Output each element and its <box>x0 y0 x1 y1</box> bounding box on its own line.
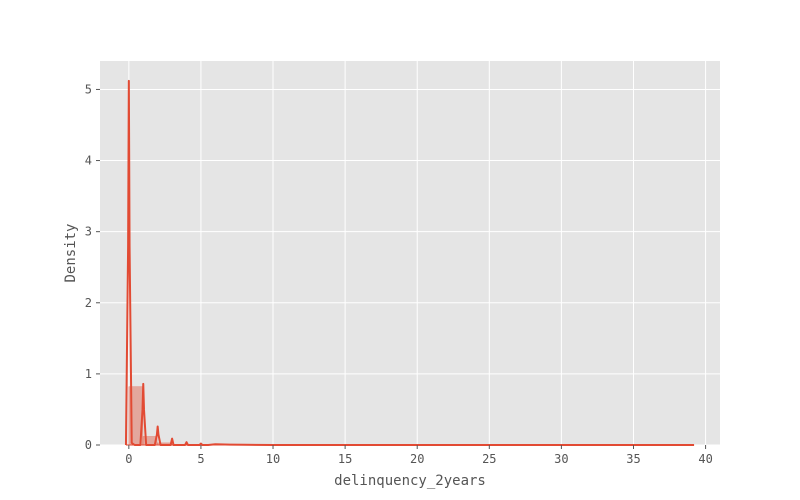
x-axis-label: delinquency_2years <box>334 473 486 489</box>
y-tick-label: 1 <box>85 367 92 381</box>
y-tick-label: 4 <box>85 154 92 168</box>
x-axis-ticks: 0 5 10 15 20 25 30 35 40 <box>125 445 713 466</box>
x-tick-label: 30 <box>554 452 568 466</box>
y-tick-label: 3 <box>85 225 92 239</box>
x-tick-label: 35 <box>626 452 640 466</box>
x-tick-label: 0 <box>125 452 132 466</box>
x-tick-label: 40 <box>698 452 712 466</box>
y-axis-label: Density <box>63 223 79 282</box>
y-tick-label: 2 <box>85 296 92 310</box>
x-tick-label: 20 <box>410 452 424 466</box>
x-tick-label: 25 <box>482 452 496 466</box>
x-tick-label: 10 <box>266 452 280 466</box>
y-tick-label: 5 <box>85 82 92 96</box>
x-tick-label: 15 <box>338 452 352 466</box>
plot-background <box>100 61 720 445</box>
y-axis-ticks: 0 1 2 3 4 5 <box>85 82 100 452</box>
y-tick-label: 0 <box>85 438 92 452</box>
x-tick-label: 5 <box>197 452 204 466</box>
